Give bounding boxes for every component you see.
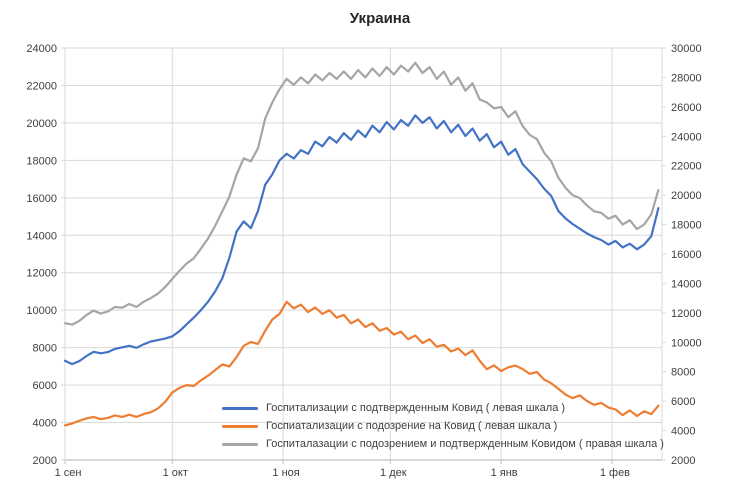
right-axis-tick-label: 2000 (671, 455, 695, 467)
x-axis-tick-label: 1 дек (380, 467, 407, 479)
right-axis-tick-label: 10000 (671, 337, 702, 349)
right-axis-tick-label: 22000 (671, 161, 702, 173)
left-axis-tick-label: 24000 (26, 43, 57, 55)
left-axis-tick-label: 10000 (26, 305, 57, 317)
right-axis-tick-label: 8000 (671, 367, 695, 379)
legend-label-total: Госпиталазации с подозрением и подтвержд… (266, 438, 664, 450)
left-axis-tick-label: 6000 (33, 380, 57, 392)
legend-line-swatch-confirmed (222, 406, 258, 410)
series-line-total (63, 61, 660, 326)
legend-label-confirmed: Госпитализации с подтвержденным Ковид ( … (266, 402, 566, 414)
legend-line-swatch-total (222, 442, 258, 446)
right-axis-tick-label: 14000 (671, 278, 702, 290)
chart-title: Украина (349, 10, 411, 27)
legend-item-suspected[interactable]: Госпиатализации с подозрение на Ковид ( … (222, 417, 664, 435)
right-axis-tick-label: 24000 (671, 131, 702, 143)
x-axis-tick-label: 1 сен (55, 467, 82, 479)
legend-label-suspected: Госпиатализации с подозрение на Ковид ( … (266, 420, 558, 432)
right-axis-tick-label: 6000 (671, 396, 695, 408)
right-axis-tick-label: 26000 (671, 102, 702, 114)
left-axis-tick-label: 20000 (26, 118, 57, 130)
right-axis-tick-label: 20000 (671, 190, 702, 202)
x-axis-tick-label: 1 фев (600, 467, 630, 479)
series-line-confirmed (63, 114, 660, 366)
x-axis-tick-label: 1 окт (163, 467, 188, 479)
right-axis-tick-label: 16000 (671, 249, 702, 261)
right-axis-tick-label: 12000 (671, 308, 702, 320)
left-axis-tick-label: 14000 (26, 230, 57, 242)
series-line-suspected (63, 300, 660, 427)
legend-line-swatch-suspected (222, 424, 258, 428)
legend-item-total[interactable]: Госпиталазации с подозрением и подтвержд… (222, 435, 664, 453)
left-axis-tick-label: 8000 (33, 343, 57, 355)
chart-legend: Госпитализации с подтвержденным Ковид ( … (222, 399, 664, 453)
left-axis-tick-label: 2000 (33, 455, 57, 467)
x-axis-tick-label: 1 янв (491, 467, 518, 479)
left-axis-tick-label: 22000 (26, 80, 57, 92)
right-axis-tick-label: 4000 (671, 426, 695, 438)
legend-item-confirmed[interactable]: Госпитализации с подтвержденным Ковид ( … (222, 399, 664, 417)
left-axis-tick-label: 18000 (26, 155, 57, 167)
left-axis-tick-label: 16000 (26, 193, 57, 205)
left-axis-tick-label: 4000 (33, 418, 57, 430)
right-axis-tick-label: 18000 (671, 220, 702, 232)
left-axis-tick-label: 12000 (26, 268, 57, 280)
right-axis-tick-label: 30000 (671, 43, 702, 55)
x-axis-tick-label: 1 ноя (272, 467, 299, 479)
right-axis-tick-label: 28000 (671, 72, 702, 84)
